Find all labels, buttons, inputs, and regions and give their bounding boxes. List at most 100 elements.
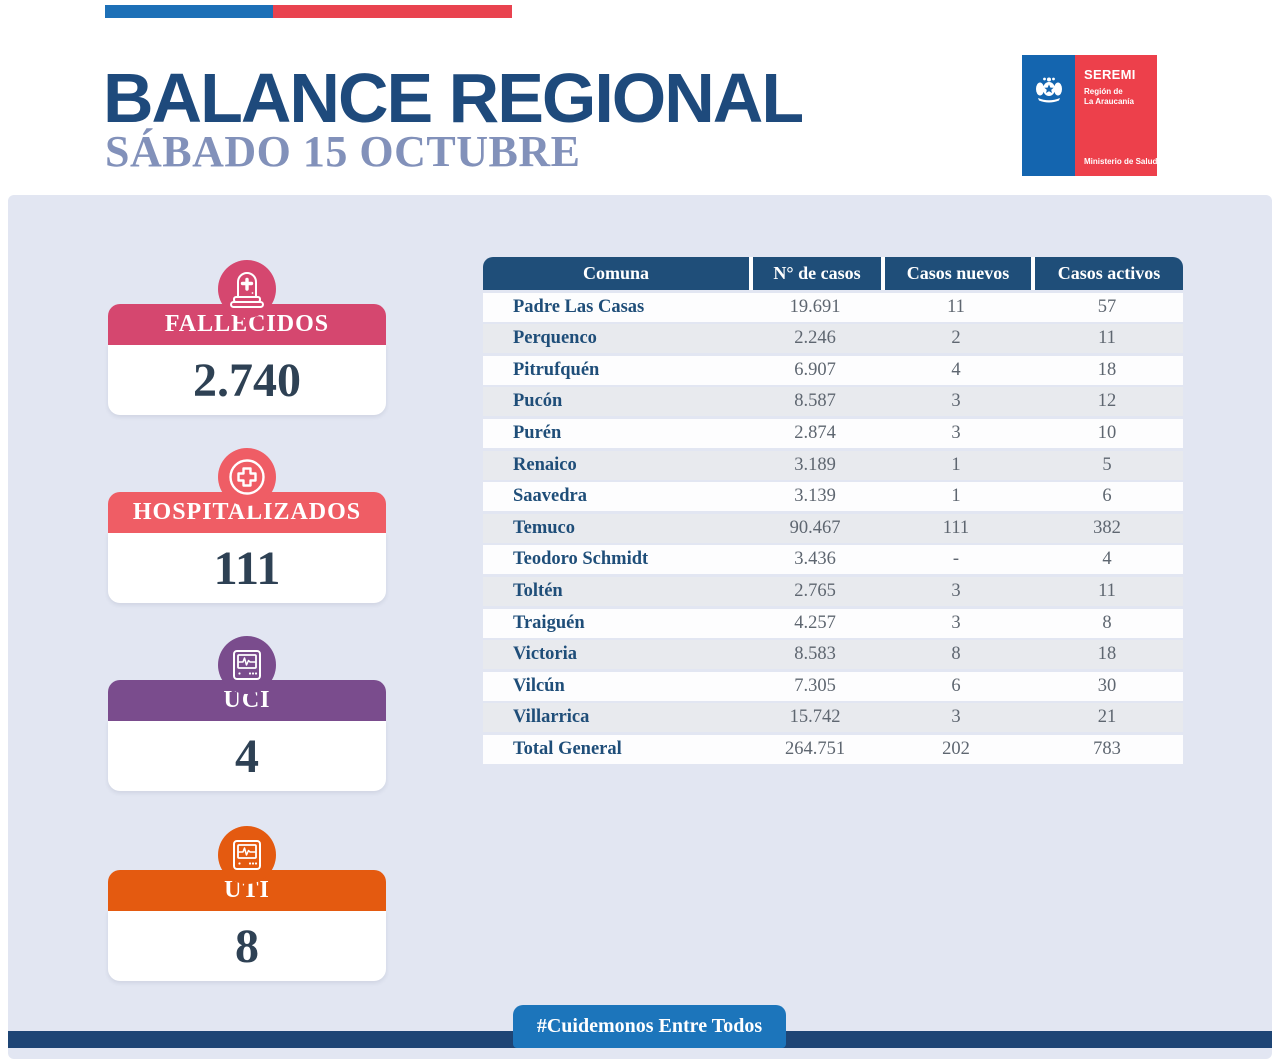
column-header-casos-activos: Casos activos: [1031, 257, 1183, 290]
value-cell: 7.305: [794, 675, 836, 696]
logo-org-name: SEREMI: [1084, 67, 1136, 82]
table-row: Pitrufquén 6.907 4 18: [483, 355, 1183, 385]
logo-ministry-name: Ministerio de Salud: [1084, 157, 1158, 166]
value-cell: 8: [951, 644, 961, 665]
value-cell: 3: [951, 391, 961, 412]
column-header-comuna: Comuna: [582, 263, 649, 283]
value-cell: -: [952, 549, 960, 570]
vitals-monitor-icon: [218, 826, 276, 884]
stat-card-fallecidos: FALLECIDOS 2.740: [108, 260, 386, 415]
logo-region-name: Región de La Araucanía: [1084, 87, 1153, 107]
table-row: Vilcún 7.305 6 30: [483, 671, 1183, 701]
value-cell: 10: [1097, 422, 1117, 443]
value-cell: 3.436: [794, 549, 836, 570]
value-cell: 30: [1097, 675, 1117, 696]
table-row: Total General 264.751 202 783: [483, 734, 1183, 764]
value-cell: 3: [951, 707, 961, 728]
stat-card-uti: UTI 8: [108, 826, 386, 981]
tombstone-icon: [218, 260, 276, 318]
value-cell: 8.583: [794, 644, 836, 665]
medical-cross-icon: [218, 448, 276, 506]
comuna-cell: Vilcún: [513, 675, 565, 696]
value-cell: 3: [951, 422, 961, 443]
value-cell: 6.907: [794, 359, 836, 380]
value-cell: 264.751: [784, 738, 846, 759]
comuna-cell: Pucón: [513, 391, 563, 412]
comuna-cell: Traiguén: [513, 612, 585, 633]
column-header-n-de-casos: N° de casos: [749, 257, 881, 290]
value-cell: 783: [1093, 738, 1121, 759]
comuna-cell: Perquenco: [513, 328, 597, 349]
stat-value: 111: [108, 533, 386, 603]
comuna-cell: Pitrufquén: [513, 359, 600, 380]
table-row: Padre Las Casas 19.691 11 57: [483, 292, 1183, 322]
value-cell: 18: [1097, 644, 1117, 665]
comuna-cell: Purén: [513, 422, 562, 443]
logo-region-line1: Región de: [1084, 87, 1123, 96]
value-cell: 11: [1098, 328, 1116, 349]
value-cell: 18: [1097, 359, 1117, 380]
stat-card-hospitalizados: HOSPITALIZADOS 111: [108, 448, 386, 603]
table-row: Perquenco 2.246 2 11: [483, 324, 1183, 354]
value-cell: 19.691: [789, 296, 841, 317]
value-cell: 382: [1093, 517, 1121, 538]
comuna-cell: Total General: [513, 738, 622, 759]
value-cell: 15.742: [789, 707, 841, 728]
hashtag-badge: #Cuidemonos Entre Todos: [513, 1005, 786, 1048]
table-row: Villarrica 15.742 3 21: [483, 703, 1183, 733]
comuna-cell: Victoria: [513, 644, 578, 665]
value-cell: 202: [942, 738, 970, 759]
value-cell: 8.587: [794, 391, 836, 412]
comuna-cell: Teodoro Schmidt: [513, 549, 649, 570]
value-cell: 2.765: [794, 580, 836, 601]
logo-region-line2: La Araucanía: [1084, 97, 1134, 106]
table-row: Traiguén 4.257 3 8: [483, 608, 1183, 638]
table-row: Renaico 3.189 1 5: [483, 450, 1183, 480]
table-body: Padre Las Casas 19.691 11 57 Perquenco 2.246 2…: [483, 292, 1183, 764]
page-title: BALANCE REGIONAL: [103, 59, 804, 137]
table-row: Toltén 2.765 3 11: [483, 576, 1183, 606]
value-cell: 3.139: [794, 486, 836, 507]
comuna-cell: Toltén: [513, 580, 563, 601]
value-cell: 3: [951, 580, 961, 601]
stat-label: HOSPITALIZADOS: [108, 492, 386, 533]
value-cell: 57: [1097, 296, 1117, 317]
value-cell: 11: [947, 296, 965, 317]
stat-value: 2.740: [108, 345, 386, 415]
comuna-cell: Villarrica: [513, 707, 590, 728]
column-header-casos-nuevos: Casos nuevos: [881, 257, 1031, 290]
value-cell: 3.189: [794, 454, 836, 475]
value-cell: 11: [1098, 580, 1116, 601]
table-row: Saavedra 3.139 1 6: [483, 482, 1183, 512]
comuna-cell: Saavedra: [513, 486, 587, 507]
table-header-row: Comuna N° de casos Casos nuevos Casos ac…: [483, 257, 1183, 290]
comuna-cell: Padre Las Casas: [513, 296, 645, 317]
value-cell: 1: [951, 486, 961, 507]
value-cell: 3: [951, 612, 961, 633]
value-cell: 12: [1097, 391, 1117, 412]
vitals-monitor-icon: [218, 636, 276, 694]
value-cell: 21: [1097, 707, 1117, 728]
stat-card-uci: UCI 4: [108, 636, 386, 791]
value-cell: 111: [942, 517, 970, 538]
table-row: Pucón 8.587 3 12: [483, 387, 1183, 417]
table-row: Victoria 8.583 8 18: [483, 640, 1183, 670]
flag-blue-segment: [105, 5, 273, 18]
chile-flag-bar: [105, 5, 512, 18]
stat-value: 4: [108, 721, 386, 791]
page-date-subtitle: SÁBADO 15 OCTUBRE: [105, 127, 581, 176]
seremi-ministry-logo: SEREMI Región de La Araucanía Ministerio…: [1022, 55, 1157, 176]
value-cell: 2: [951, 328, 961, 349]
value-cell: 4: [951, 359, 961, 380]
value-cell: 8: [1102, 612, 1112, 633]
value-cell: 2.246: [794, 328, 836, 349]
table-row: Temuco 90.467 111 382: [483, 513, 1183, 543]
comuna-cell: Renaico: [513, 454, 577, 475]
value-cell: 5: [1102, 454, 1112, 475]
stat-value: 8: [108, 911, 386, 981]
table-row: Purén 2.874 3 10: [483, 418, 1183, 448]
flag-red-segment: [273, 5, 512, 18]
logo-text-panel: SEREMI Región de La Araucanía Ministerio…: [1075, 55, 1157, 176]
coat-of-arms-panel: [1022, 55, 1075, 176]
value-cell: 1: [951, 454, 961, 475]
